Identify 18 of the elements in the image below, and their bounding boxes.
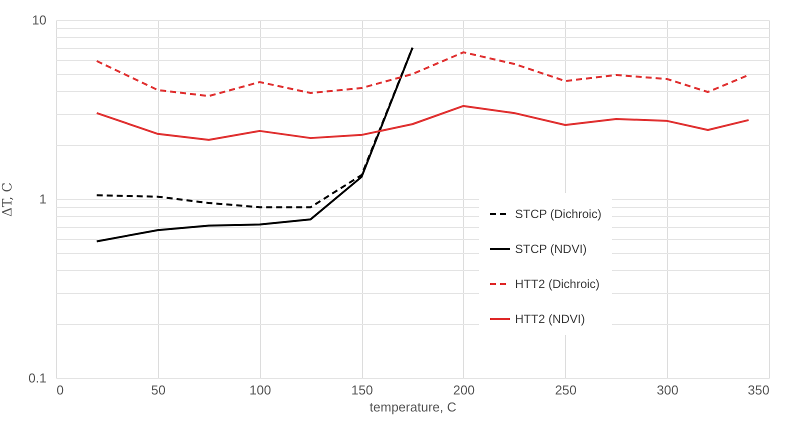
x-tick-label: 300 <box>656 382 678 398</box>
x-tick-label: 250 <box>554 382 577 398</box>
y-tick-label: 0.1 <box>28 370 46 386</box>
x-tick-label: 150 <box>351 382 373 398</box>
y-axis-title: ΔT, C <box>0 182 16 217</box>
y-tick-label: 10 <box>32 12 46 28</box>
legend-label: HTT2 (NDVI) <box>515 312 585 326</box>
x-tick-label: 50 <box>151 382 166 398</box>
x-tick-label: 0 <box>56 382 64 398</box>
y-tick-label: 1 <box>39 192 46 206</box>
legend-label: STCP (NDVI) <box>515 242 587 256</box>
x-tick-label: 200 <box>453 382 475 398</box>
x-axis-title: temperature, C <box>370 400 456 414</box>
legend-label: STCP (Dichroic) <box>515 207 602 221</box>
x-tick-label: 100 <box>249 382 272 398</box>
legend-label: HTT2 (Dichroic) <box>515 277 600 291</box>
line-series <box>96 104 750 141</box>
x-tick-label: 350 <box>748 382 770 398</box>
